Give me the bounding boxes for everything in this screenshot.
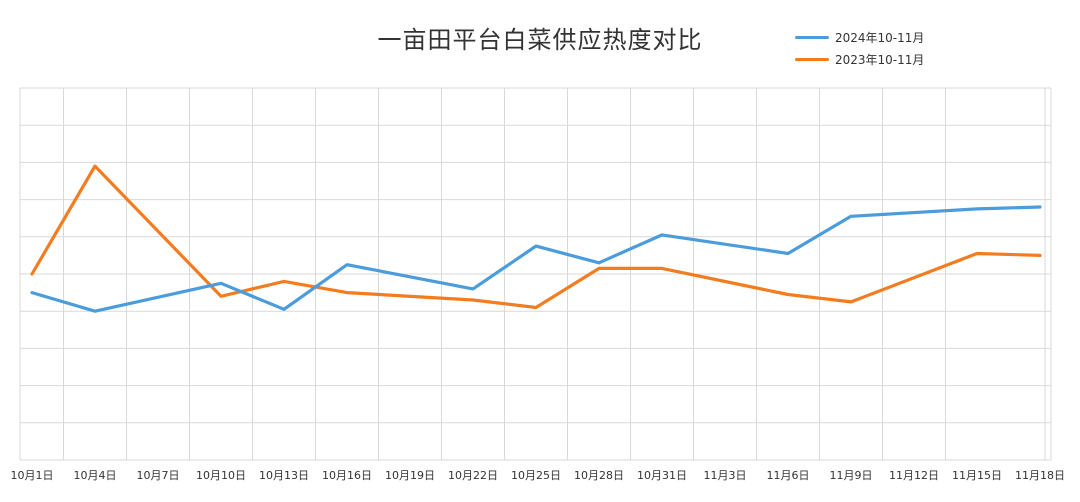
x-axis-ticks: 10月1日 10月4日 10月7日 10月10日 10月13日 10月16日 10月19日 1… [11, 469, 1066, 482]
x-tick-label: 11月3日 [704, 469, 747, 482]
x-tick-label: 10月13日 [259, 469, 309, 482]
x-tick-label: 10月31日 [637, 469, 687, 482]
x-tick-label: 11月6日 [767, 469, 810, 482]
legend-label-2024: 2024年10-11月 [835, 30, 925, 45]
legend: 2024年10-11月 2023年10-11月 [795, 26, 924, 70]
x-tick-label: 10月25日 [511, 469, 561, 482]
legend-swatch-2023 [795, 57, 829, 61]
x-tick-label: 11月18日 [1015, 469, 1065, 482]
grid [19, 87, 1052, 461]
legend-item-2023: 2023年10-11月 [795, 48, 924, 70]
series-layer [30, 164, 1042, 313]
x-tick-label: 10月1日 [11, 469, 54, 482]
legend-swatch-2024 [795, 35, 829, 39]
x-tick-label: 10月19日 [385, 469, 435, 482]
chart-title: 一亩田平台白菜供应热度对比 [377, 26, 703, 54]
x-tick-label: 10月7日 [137, 469, 180, 482]
x-tick-label: 10月16日 [322, 469, 372, 482]
series-line-2023 [30, 164, 1042, 310]
legend-label-2023: 2023年10-11月 [835, 52, 925, 67]
x-tick-label: 11月9日 [830, 469, 873, 482]
x-tick-label: 10月28日 [574, 469, 624, 482]
series-line-2024 [30, 205, 1042, 313]
x-tick-label: 10月22日 [448, 469, 498, 482]
x-tick-label: 11月12日 [889, 469, 939, 482]
legend-item-2024: 2024年10-11月 [795, 26, 924, 48]
x-tick-label: 11月15日 [952, 469, 1002, 482]
x-tick-label: 10月10日 [196, 469, 246, 482]
x-tick-label: 10月4日 [74, 469, 117, 482]
